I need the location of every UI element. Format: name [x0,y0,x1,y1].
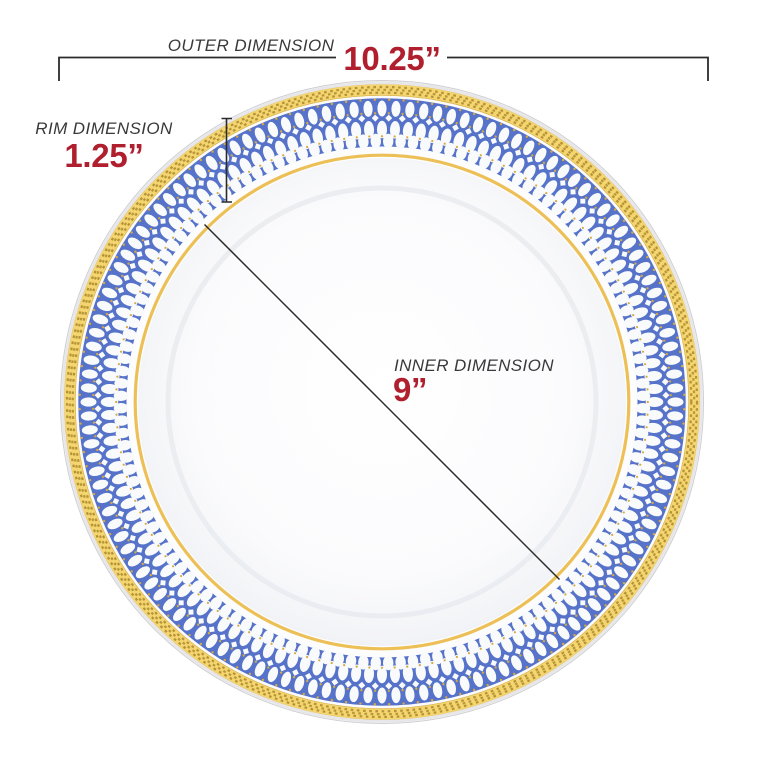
rim-dimension-line [221,117,232,203]
rim-dimension-label: RIM DIMENSION [35,119,173,138]
rim-dimension-value: 1.25” [64,137,143,174]
inner-dimension-value: 9” [393,371,427,408]
inner-dimension-line [203,223,561,581]
outer-dimension-value: 10.25” [343,40,440,77]
rim-dimension-annotation: RIM DIMENSION 1.25” [35,117,232,203]
outer-dimension-annotation: OUTER DIMENSION 10.25” [58,36,709,81]
inner-dimension-annotation: INNER DIMENSION 9” [203,223,561,581]
outer-dimension-label: OUTER DIMENSION [168,36,335,55]
inner-dimension-label: INNER DIMENSION [394,356,554,375]
outer-dimension-bracket-right [447,56,709,81]
outer-dimension-bracket-left [58,56,336,81]
